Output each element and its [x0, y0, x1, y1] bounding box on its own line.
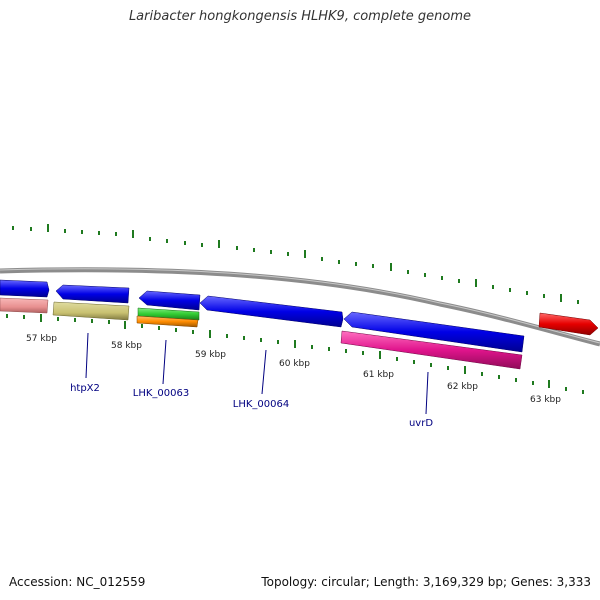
inner-tick-row: [6, 314, 584, 394]
cds-arrow-blue-1[interactable]: [0, 279, 50, 298]
leader-line-lhk-00064: [261, 349, 267, 395]
accession-label: Accession:: [9, 575, 73, 589]
topology-value: circular: [321, 575, 366, 589]
feature-label-lhk-00064[interactable]: LHK_00064: [233, 399, 289, 410]
scale-label-57kbp: 57 kbp: [26, 334, 57, 344]
genome-summary-footer: Topology: circular; Length: 3,169,329 bp…: [261, 575, 591, 589]
leader-line-lhk-00063: [162, 339, 167, 385]
topology-label: Topology:: [261, 575, 318, 589]
feature-label-lhk-00063[interactable]: LHK_00063: [133, 388, 189, 399]
leader-line-uvrd: [425, 371, 429, 415]
scale-labels: 57 kbp 58 kbp 59 kbp 60 kbp 61 kbp 62 kb…: [26, 334, 561, 405]
feature-arrow-red[interactable]: [538, 312, 599, 336]
scale-label-62kbp: 62 kbp: [447, 382, 478, 392]
scale-label-60kbp: 60 kbp: [279, 359, 310, 369]
scale-label-59kbp: 59 kbp: [195, 350, 226, 360]
genes-value: 3,333: [556, 575, 591, 589]
scale-label-58kbp: 58 kbp: [111, 341, 142, 351]
length-value: 3,169,329 bp: [422, 575, 503, 589]
scale-label-63kbp: 63 kbp: [530, 395, 561, 405]
cds-arrow-blue-htpx2[interactable]: [55, 284, 130, 304]
feature-bar-khaki[interactable]: [52, 301, 130, 321]
length-label: Length:: [373, 575, 420, 589]
cds-arrow-blue-lhk-00064[interactable]: [199, 295, 344, 328]
accession-value: NC_012559: [76, 575, 146, 589]
feature-labels: htpX2 LHK_00063 LHK_00064 uvrD: [70, 383, 433, 429]
feature-label-htpx2[interactable]: htpX2: [70, 383, 100, 394]
feature-bar-pink[interactable]: [340, 330, 523, 370]
genes-label: Genes:: [510, 575, 553, 589]
genome-backbone: [0, 267, 600, 347]
outer-tick-row: [12, 224, 579, 304]
map-title: Laribacter hongkongensis HLHK9, complete…: [128, 9, 472, 24]
feature-label-uvrd[interactable]: uvrD: [409, 418, 433, 429]
feature-label-lines: [85, 332, 429, 415]
feature-bar-salmon[interactable]: [0, 297, 49, 314]
scale-label-61kbp: 61 kbp: [363, 370, 394, 380]
cds-arrow-blue-lhk-00063[interactable]: [138, 290, 201, 311]
leader-line-htpx2: [85, 332, 89, 379]
feature-bar-orange[interactable]: [136, 315, 199, 328]
cds-arrow-blue-uvrd[interactable]: [343, 311, 525, 353]
accession-footer: Accession: NC_012559: [9, 575, 145, 589]
